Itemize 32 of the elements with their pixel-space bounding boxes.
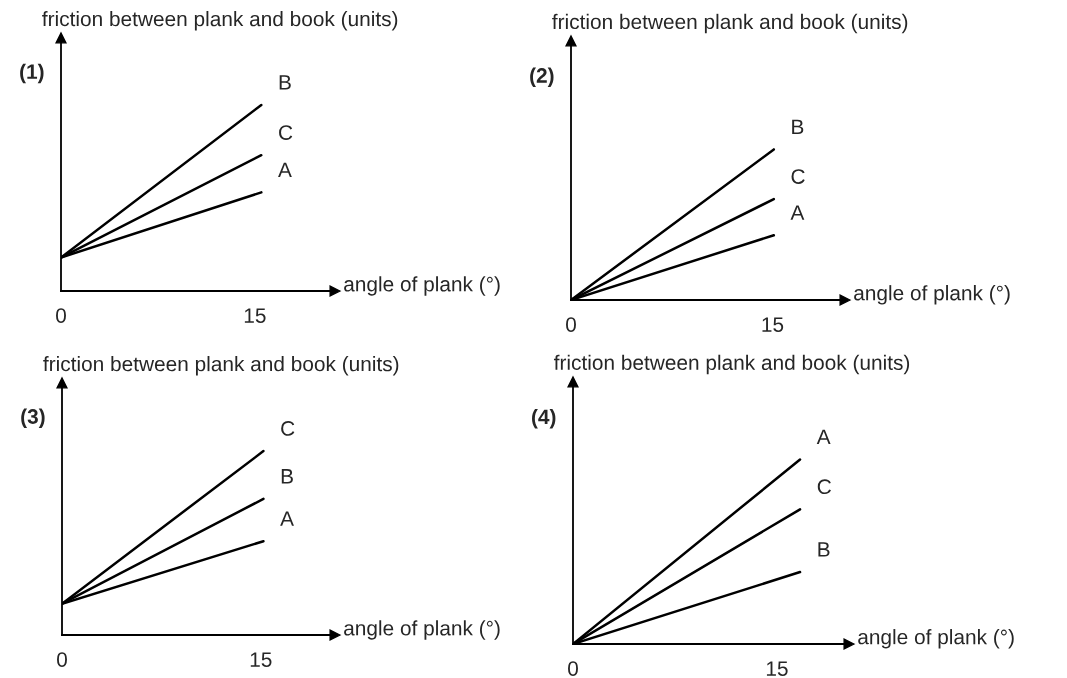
series-label: A [790, 205, 805, 220]
x-tick-label: 0 [568, 661, 578, 676]
series-label: C [791, 169, 805, 184]
x-tick-label: 0 [57, 652, 67, 667]
series-label: B [279, 75, 291, 90]
x-tick-label: 15 [244, 308, 266, 323]
y-axis-title: friction between plank and book (units) [43, 356, 399, 376]
chart-title: (4) [532, 408, 556, 429]
x-axis-title: angle of plank (°) [344, 620, 500, 640]
series-label: C [281, 421, 295, 436]
y-axis-title: friction between plank and book (units) [553, 354, 910, 375]
series-label: B [818, 542, 830, 557]
x-tick-label: 0 [56, 308, 66, 323]
x-axis-title: angle of plank (°) [858, 629, 1014, 649]
chart-title: (2) [530, 67, 554, 87]
x-tick-label: 15 [766, 661, 788, 676]
chart-title: (3) [21, 408, 45, 428]
series-label: A [278, 162, 292, 177]
y-axis-title: friction between plank and book (units) [42, 10, 398, 31]
series-label: B [792, 119, 804, 134]
x-tick-label: 15 [762, 317, 784, 332]
series-label: B [281, 469, 293, 484]
x-axis-title: angle of plank (°) [854, 285, 1010, 305]
x-tick-label: 0 [566, 317, 576, 332]
x-tick-label: 15 [250, 652, 272, 667]
y-axis-title: friction between plank and book (units) [552, 13, 908, 34]
chart-title: (1) [20, 63, 44, 84]
series-label: A [280, 511, 294, 526]
series-label: C [817, 479, 831, 495]
x-axis-title: angle of plank (°) [344, 276, 500, 296]
series-label: C [279, 125, 293, 140]
series-label: A [816, 429, 831, 445]
